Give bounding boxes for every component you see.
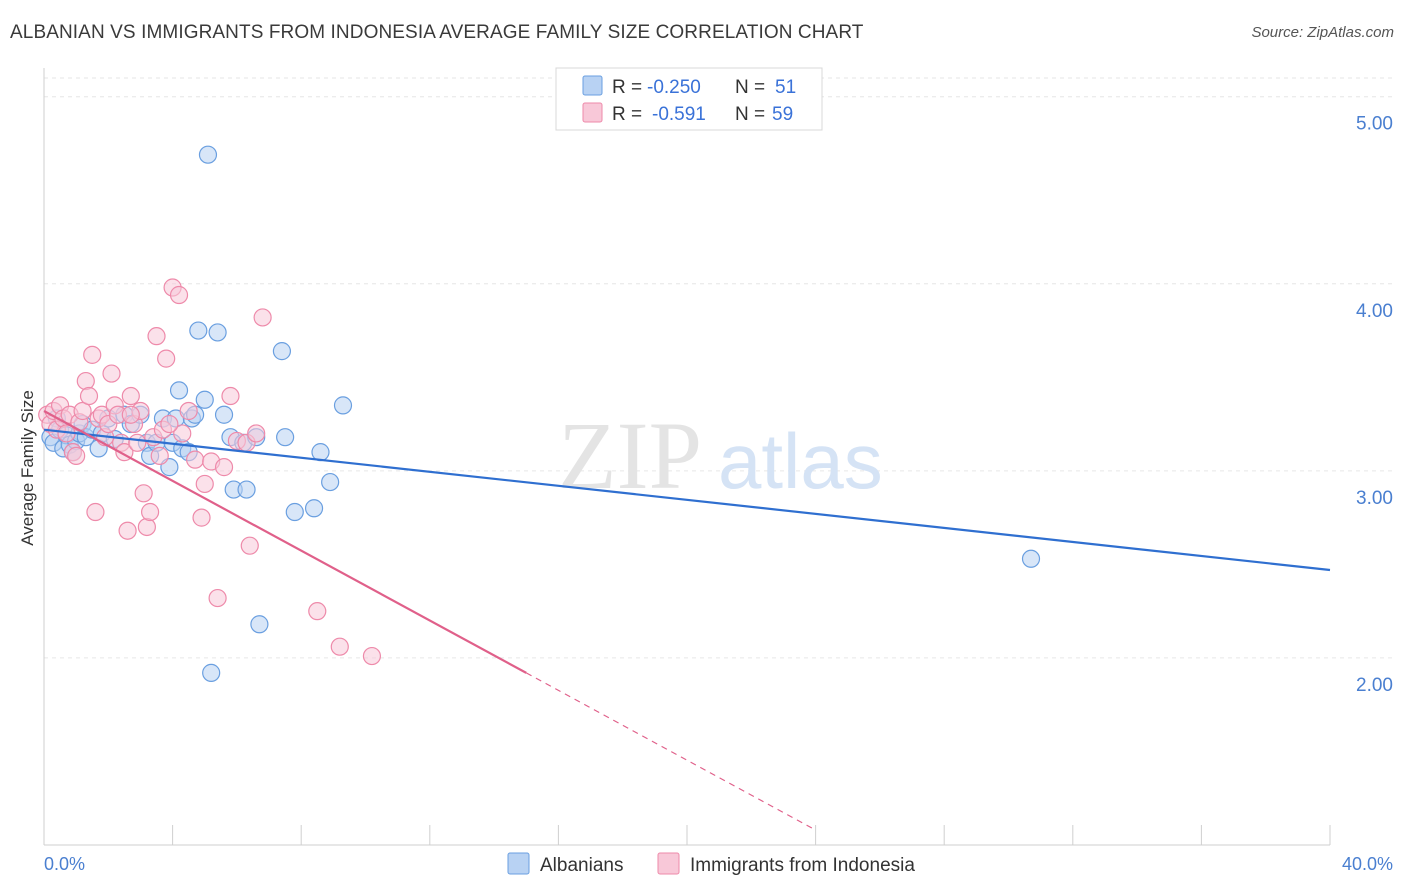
bottom-legend-swatch-albanians	[507, 852, 530, 875]
legend-n-label-albanians: N =	[735, 77, 765, 98]
legend-n-label-indonesia: N =	[735, 104, 765, 125]
data-point-albanians	[250, 615, 269, 634]
data-point-albanians	[333, 396, 353, 415]
data-point-indonesia	[118, 521, 137, 540]
trend-line-indonesia	[43, 410, 527, 674]
data-point-indonesia	[150, 446, 169, 465]
chart-source: Source: ZipAtlas.com	[1251, 24, 1394, 41]
data-point-indonesia	[137, 517, 156, 537]
bottom-legend-label-indonesia: Immigrants from Indonesia	[690, 855, 915, 876]
bottom-legend: Albanians Immigrants from Indonesia	[507, 852, 915, 876]
data-point-indonesia	[247, 424, 266, 443]
data-point-albanians	[321, 472, 340, 492]
data-point-indonesia	[128, 433, 147, 452]
data-point-albanians	[208, 323, 227, 342]
trend-line-albanians	[43, 428, 1331, 572]
chart-title: ALBANIAN VS IMMIGRANTS FROM INDONESIA AV…	[10, 22, 864, 43]
watermark-atlas: atlas	[718, 417, 883, 505]
data-point-indonesia	[76, 371, 95, 391]
data-point-indonesia	[160, 414, 179, 434]
data-point-indonesia	[214, 458, 234, 477]
y-tick-label: 2.00	[1356, 675, 1393, 696]
data-point-albanians	[285, 502, 304, 522]
bottom-legend-label-albanians: Albanians	[540, 855, 623, 876]
data-point-albanians	[304, 499, 324, 518]
data-point-indonesia	[173, 424, 192, 443]
data-point-indonesia	[192, 508, 211, 527]
data-point-albanians	[272, 342, 292, 361]
data-point-indonesia	[102, 364, 121, 383]
data-point-indonesia	[134, 484, 153, 503]
data-point-indonesia	[308, 602, 327, 621]
legend-n-value-indonesia: 59	[772, 104, 793, 125]
data-point-indonesia	[79, 386, 99, 406]
data-point-indonesia	[86, 502, 105, 522]
data-point-indonesia	[121, 386, 140, 406]
data-point-indonesia	[140, 502, 160, 522]
x-tick-label-min: 0.0%	[44, 854, 85, 874]
data-point-indonesia	[179, 401, 198, 421]
watermark-zip: ZIP	[558, 402, 702, 509]
bottom-legend-swatch-indonesia	[657, 852, 680, 875]
data-point-albanians	[195, 390, 214, 409]
trend-layer	[43, 410, 1331, 831]
data-point-albanians	[169, 381, 189, 400]
data-point-indonesia	[253, 308, 272, 327]
legend-r-label-indonesia: R =	[612, 104, 642, 125]
axis-layer: 2.00 3.00 4.00 5.00 0.0% 40.0%	[43, 68, 1393, 874]
data-point-indonesia	[169, 285, 189, 305]
data-point-albanians	[311, 443, 330, 462]
data-point-indonesia	[195, 474, 214, 494]
data-point-albanians	[276, 428, 295, 447]
data-point-albanians	[237, 480, 256, 499]
legend-swatch-albanians	[582, 75, 603, 96]
watermark: ZIP atlas	[558, 402, 883, 509]
trend-line-indonesia-extrapolated	[525, 672, 816, 831]
legend-r-value-albanians: -0.250	[647, 77, 701, 98]
y-axis-label: Average Family Size	[18, 390, 37, 546]
data-point-indonesia	[157, 349, 176, 368]
data-point-indonesia	[83, 345, 102, 364]
data-point-indonesia	[208, 588, 227, 608]
legend-n-value-albanians: 51	[775, 77, 796, 98]
legend-r-label-albanians: R =	[612, 77, 642, 98]
data-point-albanians	[1021, 549, 1041, 568]
grid-layer	[44, 77, 1393, 659]
x-tick-label-max: 40.0%	[1342, 854, 1393, 874]
y-tick-label: 5.00	[1356, 114, 1393, 135]
legend-swatch-indonesia	[582, 102, 603, 123]
data-point-indonesia	[121, 405, 140, 424]
data-point-indonesia	[73, 401, 92, 421]
points-layer	[38, 145, 1041, 682]
data-point-albanians	[198, 145, 218, 164]
data-point-indonesia	[147, 327, 166, 346]
data-point-albanians	[202, 663, 221, 682]
data-point-indonesia	[240, 536, 259, 555]
y-tick-label: 3.00	[1356, 488, 1393, 509]
y-tick-label: 4.00	[1356, 301, 1393, 322]
data-point-indonesia	[186, 450, 205, 469]
data-point-indonesia	[221, 386, 240, 406]
data-point-indonesia	[67, 446, 86, 465]
data-point-indonesia	[362, 646, 382, 666]
data-point-albanians	[189, 321, 208, 340]
top-legend: R = -0.250 N = 51 R = -0.591 N = 59	[555, 67, 823, 131]
data-point-indonesia	[330, 637, 349, 656]
legend-r-value-indonesia: -0.591	[652, 104, 706, 125]
data-point-albanians	[214, 405, 234, 424]
